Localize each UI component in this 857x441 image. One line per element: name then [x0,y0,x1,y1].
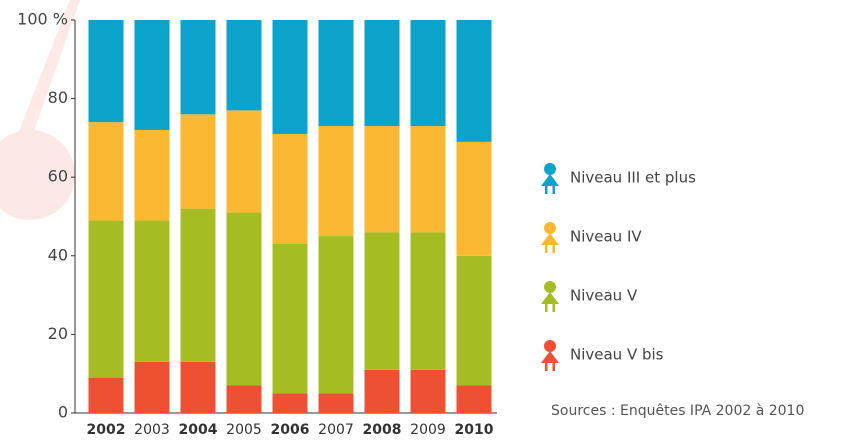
y-tick-label: 40 [48,245,68,264]
x-tick-label: 2005 [226,422,262,438]
bar-segment [364,232,400,370]
icon-leg [552,186,555,194]
bar-segment [456,20,492,142]
legend-label: Niveau III et plus [570,169,696,187]
bar-segment [456,255,492,386]
icon-head [544,340,556,352]
bar-segment [88,122,124,221]
x-tick-label: 2008 [363,422,402,438]
bar-segment [134,20,170,131]
bar-segment [272,393,308,413]
x-tick-label: 2003 [134,422,170,438]
bar-segment [364,126,400,233]
legend-label: Niveau V [570,287,638,305]
legend-label: Niveau IV [570,228,642,246]
bar-segment [134,361,170,413]
legend-icon [541,222,559,253]
bar-segment [272,20,308,134]
icon-leg [552,363,555,371]
icon-head [544,281,556,293]
bar-segment [88,220,124,378]
bar-segment [318,393,354,413]
bar-segment [226,385,262,413]
bar-segment [318,20,354,127]
icon-leg [552,304,555,312]
bar-segment [410,369,446,413]
icon-dress [541,233,559,245]
icon-leg [545,186,548,194]
bar-segment [180,20,216,115]
legend-icon [541,281,559,312]
icon-dress [541,174,559,186]
x-tick-label: 2009 [410,422,446,438]
bar-segment [318,126,354,237]
y-tick-label: 100 % [17,10,68,29]
x-tick-label: 2010 [455,422,494,438]
icon-leg [545,304,548,312]
legend-label: Niveau V bis [570,346,664,364]
bar-segment [410,232,446,370]
icon-leg [552,245,555,253]
icon-leg [545,245,548,253]
bar-segment [180,114,216,209]
icon-leg [545,363,548,371]
x-tick-label: 2004 [179,422,218,438]
legend-icon [541,340,559,371]
bar-segment [180,208,216,362]
x-tick-label: 2002 [87,422,126,438]
bar-segment [318,236,354,394]
x-tick-label: 2006 [271,422,310,438]
y-tick-label: 60 [48,167,68,186]
icon-head [544,163,556,175]
y-tick-label: 0 [58,403,68,422]
y-tick-label: 80 [48,88,68,107]
bar-segment [272,244,308,394]
bar-segment [364,369,400,413]
bar-segment [88,377,124,413]
bar-segment [272,133,308,245]
bar-segment [410,126,446,233]
bar-segment [88,20,124,123]
bar-segment [134,220,170,362]
bar-segment [226,110,262,213]
bar-segment [456,385,492,413]
bar-segment [456,141,492,256]
source: Sources : Enquêtes IPA 2002 à 2010 [551,403,804,419]
bar-segment [364,20,400,127]
y-tick-label: 20 [48,324,68,343]
bar-segment [134,130,170,221]
icon-dress [541,292,559,304]
legend-icon [541,163,559,194]
bar-segment [226,20,262,111]
icon-dress [541,351,559,363]
x-tick-label: 2007 [318,422,354,438]
icon-head [544,222,556,234]
bar-segment [410,20,446,127]
bar-segment [180,361,216,413]
decoration [0,0,80,220]
bar-segment [226,212,262,386]
